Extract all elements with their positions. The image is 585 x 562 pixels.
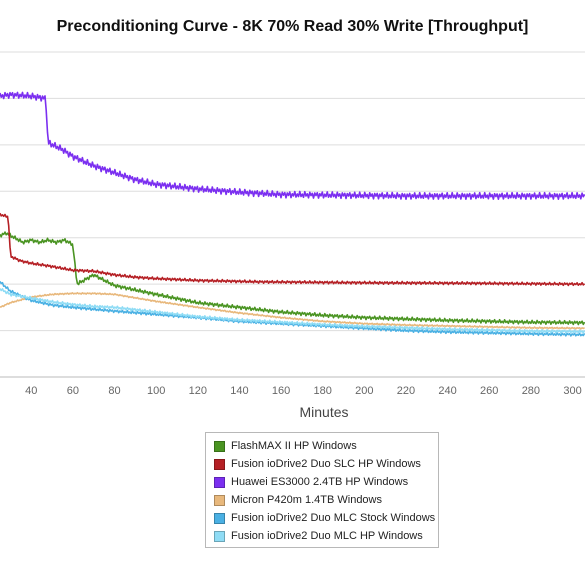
legend-item-3: Micron P420m 1.4TB Windows	[214, 491, 438, 509]
legend-swatch-2	[214, 476, 225, 488]
x-tick-2: 80	[108, 385, 120, 397]
x-tick-1: 60	[67, 385, 79, 397]
legend-swatch-3	[214, 494, 225, 506]
x-tick-11: 260	[480, 385, 498, 397]
x-tick-13: 300	[563, 385, 581, 397]
legend-item-0: FlashMAX II HP Windows	[214, 437, 438, 455]
legend-label-5: Fusion ioDrive2 Duo MLC HP Windows	[231, 530, 423, 542]
legend-item-2: Huawei ES3000 2.4TB HP Windows	[214, 473, 438, 491]
legend-swatch-0	[214, 440, 225, 452]
x-tick-5: 140	[230, 385, 248, 397]
legend-swatch-4	[214, 512, 225, 524]
legend-label-3: Micron P420m 1.4TB Windows	[231, 494, 382, 506]
legend-item-5: Fusion ioDrive2 Duo MLC HP Windows	[214, 527, 438, 545]
series-line-3	[0, 291, 585, 330]
x-tick-9: 220	[397, 385, 415, 397]
x-tick-12: 280	[522, 385, 540, 397]
series-line-4	[0, 281, 585, 337]
legend-item-4: Fusion ioDrive2 Duo MLC Stock Windows	[214, 509, 438, 527]
chart-title: Preconditioning Curve - 8K 70% Read 30% …	[56, 18, 529, 35]
grid-lines	[0, 51, 585, 378]
series-lines	[0, 91, 585, 337]
legend-item-1: Fusion ioDrive2 Duo SLC HP Windows	[214, 455, 438, 473]
legend-label-1: Fusion ioDrive2 Duo SLC HP Windows	[231, 458, 421, 470]
chart-plot: 40 60 80 100 120 140 160 180 200 220 240 260 280 300	[0, 51, 585, 397]
x-tick-10: 240	[438, 385, 456, 397]
legend: FlashMAX II HP Windows Fusion ioDrive2 Du…	[205, 432, 439, 548]
legend-swatch-5	[214, 530, 225, 542]
x-tick-labels: 40 60 80 100 120 140 160 180 200 220 240 260 280 300	[25, 385, 582, 397]
series-line-2	[0, 91, 585, 200]
legend-label-0: FlashMAX II HP Windows	[231, 440, 357, 452]
legend-label-2: Huawei ES3000 2.4TB HP Windows	[231, 476, 409, 488]
legend-swatch-1	[214, 458, 225, 470]
x-tick-4: 120	[189, 385, 207, 397]
x-tick-3: 100	[147, 385, 165, 397]
series-line-5	[0, 288, 585, 334]
x-tick-7: 180	[314, 385, 332, 397]
x-axis-label: Minutes	[299, 404, 349, 420]
x-tick-0: 40	[25, 385, 37, 397]
series-line-0	[0, 231, 585, 326]
x-tick-8: 200	[355, 385, 373, 397]
legend-label-4: Fusion ioDrive2 Duo MLC Stock Windows	[231, 512, 436, 524]
series-line-1	[0, 212, 585, 287]
x-tick-6: 160	[272, 385, 290, 397]
